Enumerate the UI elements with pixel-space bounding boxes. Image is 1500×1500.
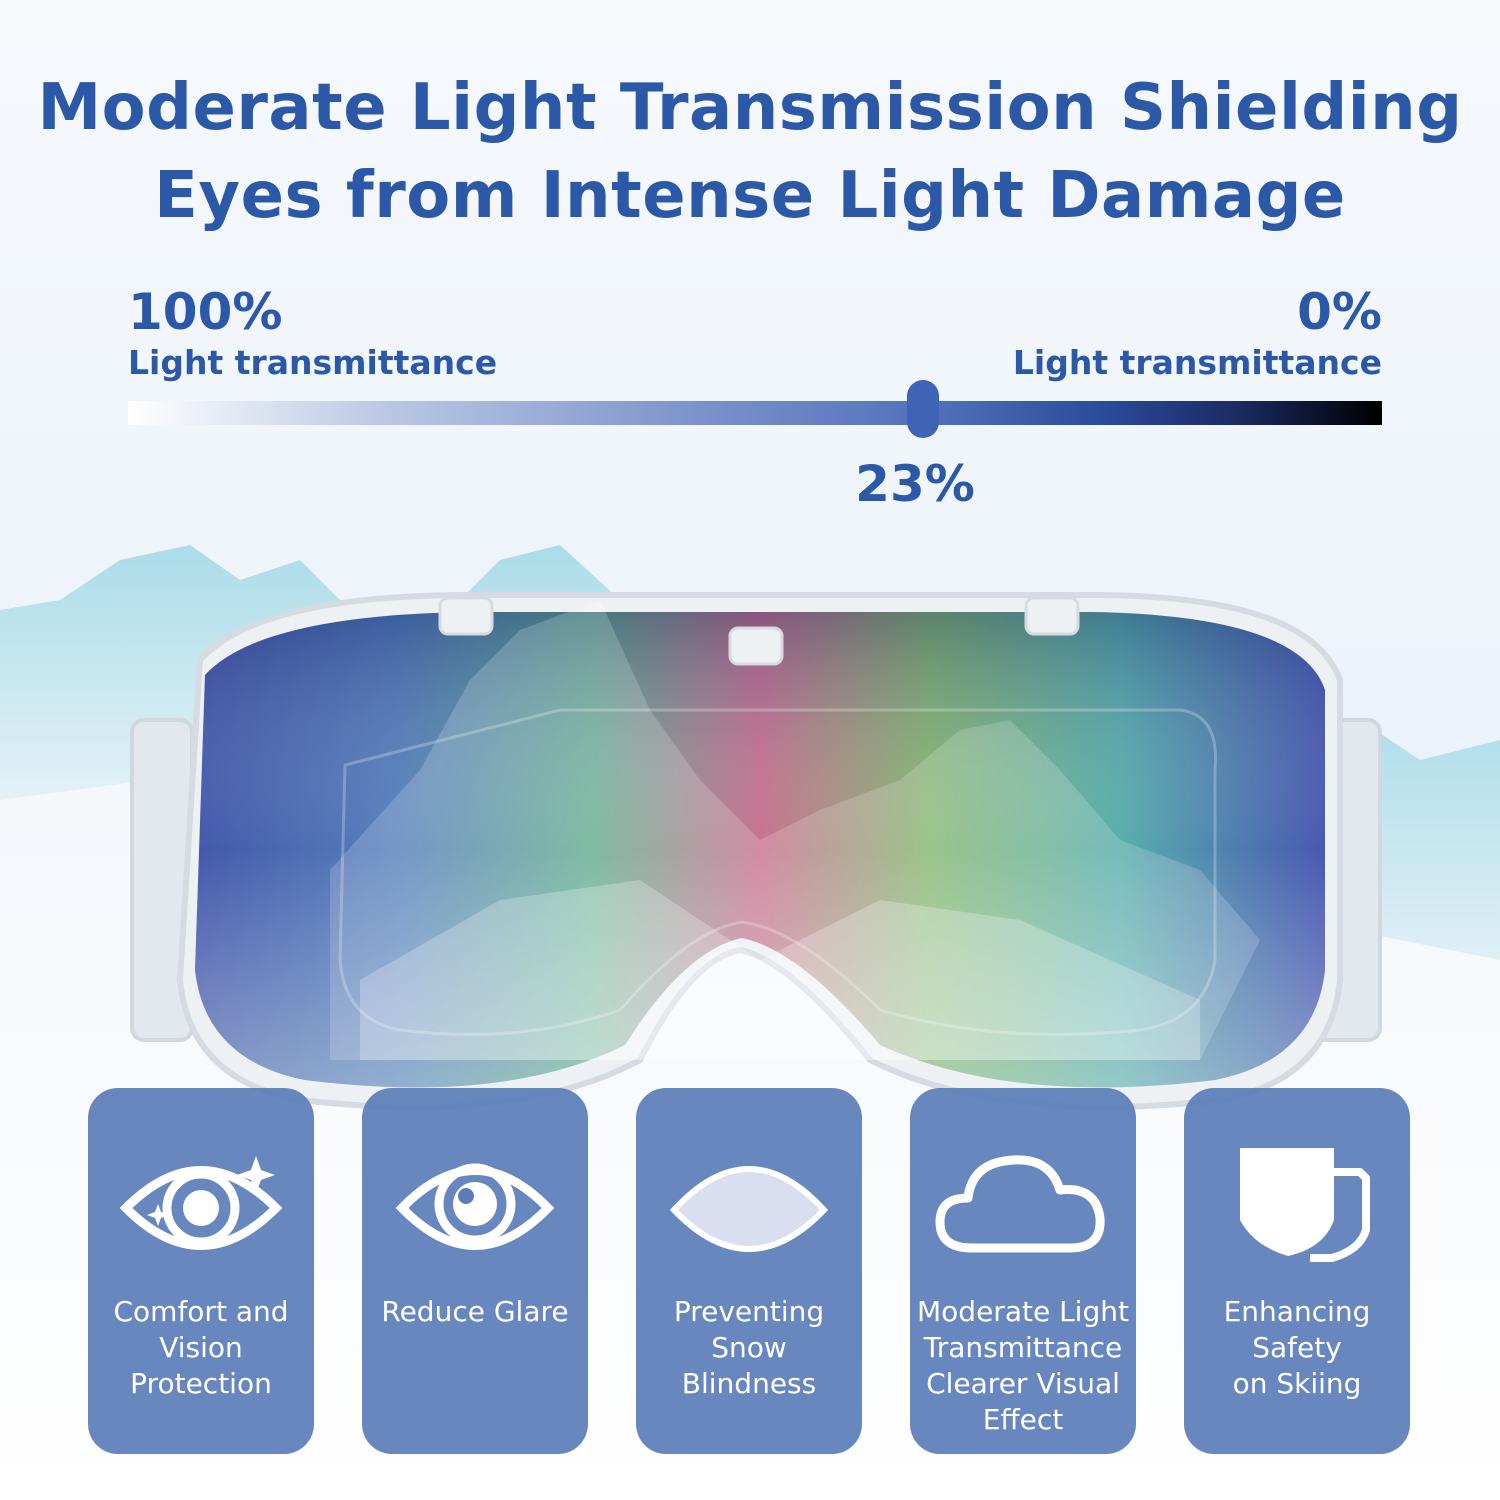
scale-right-value: 0% <box>1297 283 1382 341</box>
headline-line-2: Eyes from Intense Light Damage <box>154 159 1346 233</box>
feature-card-comfort: Comfort and Vision Protection <box>88 1088 314 1454</box>
eye-icon <box>395 1163 555 1250</box>
feature-card-transmittance: Moderate Light Transmittance Clearer Vis… <box>910 1088 1136 1454</box>
cloud-icon <box>935 1155 1105 1253</box>
feature-card-snow-blindness: Preventing Snow Blindness <box>636 1088 862 1454</box>
feature-card-safety: Enhancing Safety on Skiing <box>1184 1088 1410 1454</box>
feature-label: Preventing Snow Blindness <box>673 1295 825 1400</box>
headline: Moderate Light Transmission Shielding Ey… <box>0 64 1500 240</box>
headline-line-1: Moderate Light Transmission Shielding <box>37 71 1463 145</box>
shield-icon <box>1240 1148 1370 1262</box>
feature-card-glare: Reduce Glare <box>362 1088 588 1454</box>
scale-left-label: Light transmittance <box>128 343 498 382</box>
sparkle-eye-icon <box>119 1156 283 1250</box>
feature-label: Enhancing Safety on Skiing <box>1223 1295 1371 1400</box>
lens-icon <box>669 1166 829 1252</box>
transmittance-gradient-bar <box>128 401 1382 425</box>
feature-label: Reduce Glare <box>381 1295 569 1328</box>
ski-goggles-image <box>130 592 1382 1110</box>
transmittance-marker <box>907 380 939 438</box>
scale-left-value: 100% <box>128 283 283 341</box>
feature-label: Comfort and Vision Protection <box>113 1295 289 1400</box>
transmittance-marker-value: 23% <box>855 455 975 513</box>
feature-label: Moderate Light Transmittance Clearer Vis… <box>917 1295 1129 1436</box>
scale-right-label: Light transmittance <box>1012 343 1382 382</box>
